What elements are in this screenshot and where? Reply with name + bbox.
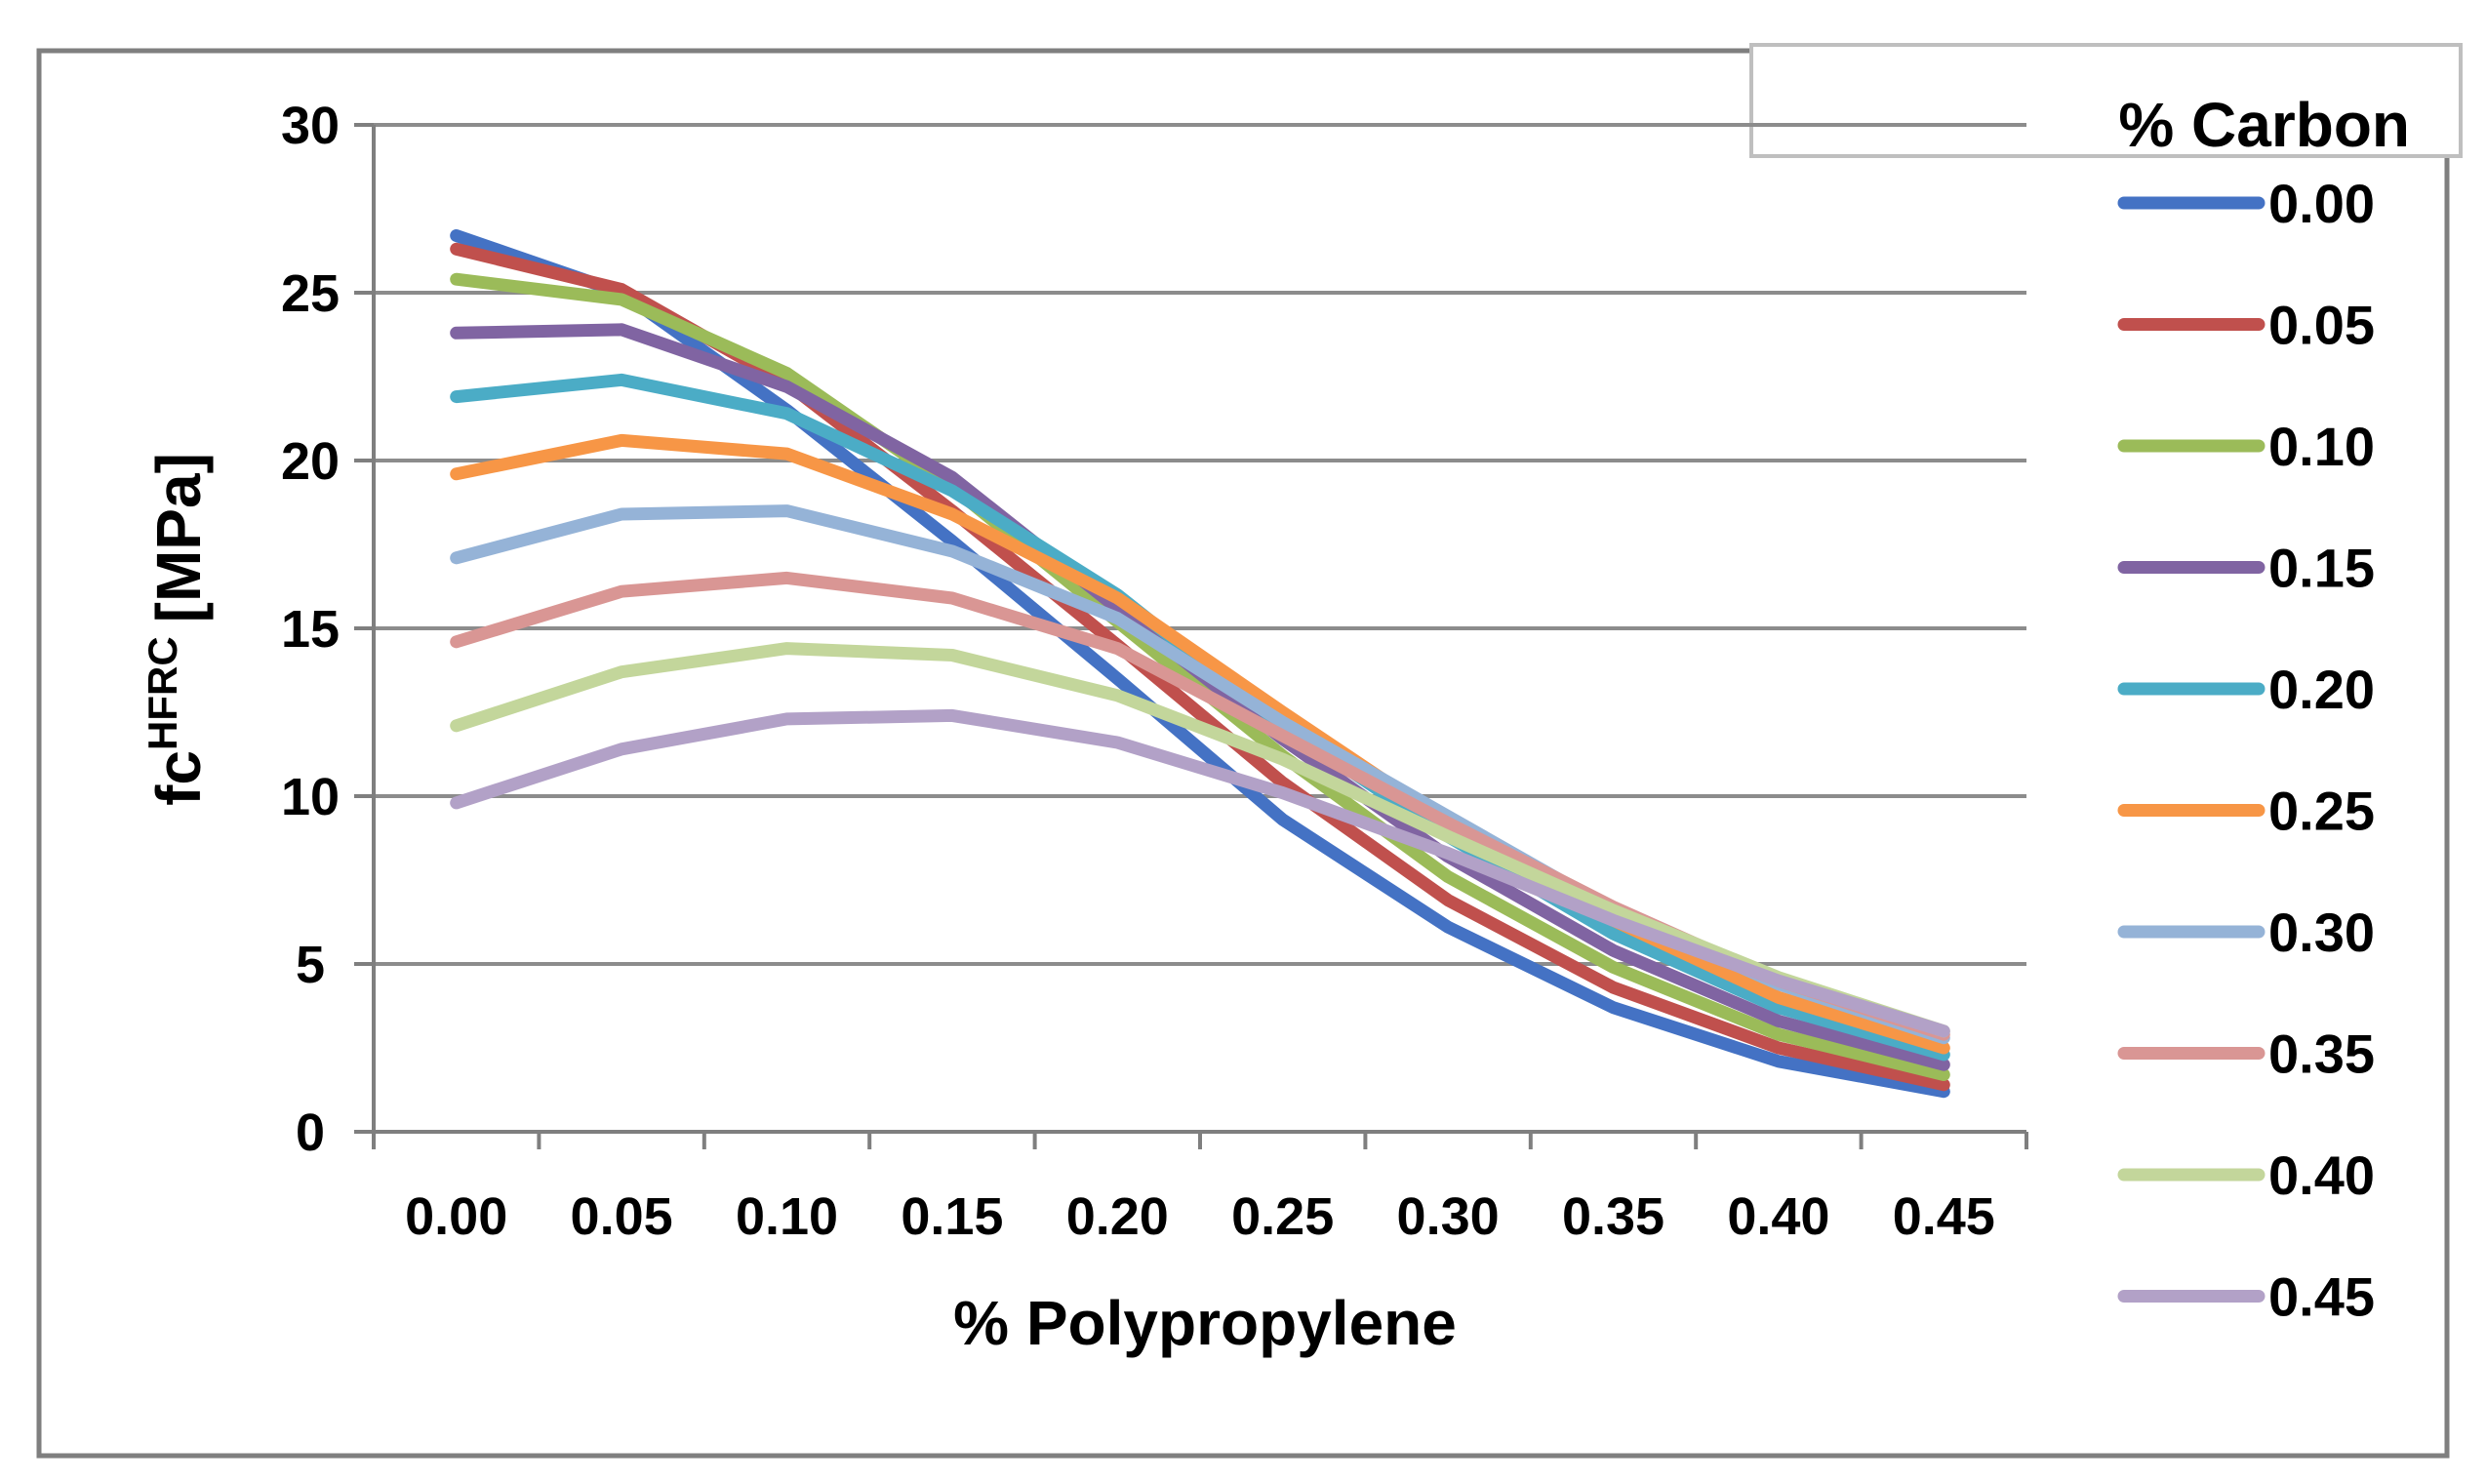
y-tick-label: 0	[296, 1103, 325, 1162]
legend-label-0.10: 0.10	[2268, 416, 2375, 477]
x-tick-label: 0.15	[901, 1187, 1003, 1246]
legend-label-0.20: 0.20	[2268, 659, 2375, 720]
series-line-carbon-0.45	[450, 708, 1950, 1038]
legend-title: % Carbon	[2118, 90, 2410, 160]
gridlines	[374, 123, 2026, 966]
y-tick-label: 25	[281, 264, 340, 323]
x-tick-label: 0.30	[1397, 1187, 1500, 1246]
y-axis-title-unit: [MPa]	[143, 453, 214, 622]
x-tick-label: 0.00	[405, 1187, 507, 1246]
legend-label-0.00: 0.00	[2268, 173, 2375, 234]
y-axis-title: fcHFRC [MPa]	[140, 453, 214, 806]
x-tick-label: 0.20	[1066, 1187, 1169, 1246]
legend-label-0.25: 0.25	[2268, 781, 2375, 842]
x-tick-label: 0.45	[1893, 1187, 1995, 1246]
x-tick-label: 0.25	[1231, 1187, 1334, 1246]
legend-label-0.45: 0.45	[2268, 1266, 2375, 1328]
legend-label-0.40: 0.40	[2268, 1144, 2375, 1206]
x-tick-label: 0.10	[736, 1187, 838, 1246]
y-tick-label: 5	[296, 936, 325, 994]
tick-labels: 0 5 10 15 20 25 30 0.00 0.05 0.10 0.15 0.20 0.25 0.30…	[281, 97, 1995, 1246]
legend-title-box	[1749, 43, 2463, 158]
axes	[354, 123, 2028, 1149]
legend-label-0.15: 0.15	[2268, 538, 2375, 599]
y-tick-label: 15	[281, 600, 340, 659]
y-tick-label: 30	[281, 97, 340, 155]
x-tick-label: 0.35	[1562, 1187, 1664, 1246]
legend-label-0.30: 0.30	[2268, 902, 2375, 963]
legend: 0.00 0.05 0.10 0.15 0.20 0.25 0.30 0.35 0.40 0.45	[2117, 173, 2375, 1328]
y-axis-title-sup: HFRC	[140, 636, 185, 750]
series-lines	[450, 229, 1950, 1099]
series-line-carbon-0.25	[450, 433, 1950, 1055]
y-tick-label: 20	[281, 432, 340, 491]
x-axis-title: % Polypropylene	[953, 1288, 1457, 1358]
x-tick-label: 0.40	[1727, 1187, 1829, 1246]
legend-label-0.05: 0.05	[2268, 295, 2375, 356]
y-axis-title-main: fc	[143, 750, 214, 806]
x-tick-label: 0.05	[571, 1187, 673, 1246]
y-tick-label: 10	[281, 768, 340, 826]
legend-label-0.35: 0.35	[2268, 1023, 2375, 1085]
